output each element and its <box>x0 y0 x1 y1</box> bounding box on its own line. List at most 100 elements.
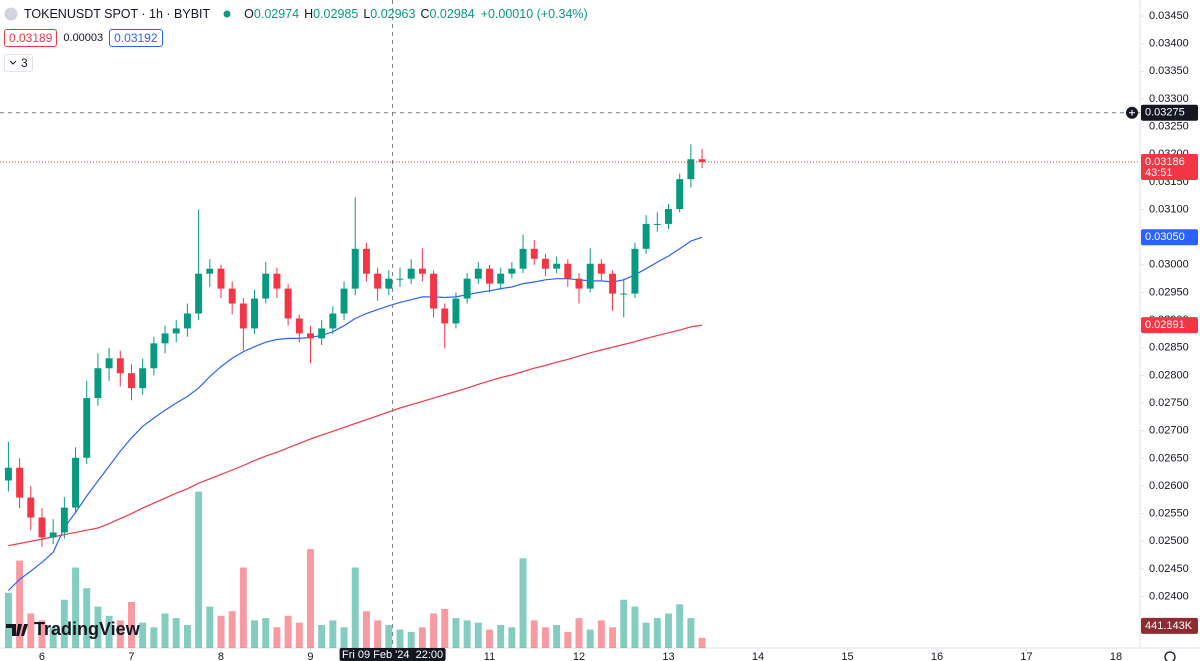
logo-mark <box>6 624 28 636</box>
candle-body <box>295 318 303 334</box>
candle-body <box>38 517 46 538</box>
settings-icon[interactable] <box>1164 651 1176 661</box>
crosshair-time-label: Fri 09 Feb '24 22:00 <box>342 649 443 661</box>
volume-bar <box>128 602 135 648</box>
y-tick-label: 0.03350 <box>1149 65 1189 77</box>
candle-body <box>128 373 135 389</box>
volume-bar <box>575 618 583 648</box>
volume-tag-label: 441.143K <box>1145 620 1193 632</box>
y-tick-label: 0.02450 <box>1149 563 1189 575</box>
candle-body <box>463 278 471 299</box>
candle-body <box>441 308 449 324</box>
logo: TradingView <box>6 619 141 639</box>
candle-body <box>564 263 572 279</box>
status-dot <box>223 10 231 18</box>
y-tick-label: 0.02400 <box>1149 590 1189 602</box>
watermark: TradingView <box>34 619 141 639</box>
candle-body <box>206 268 214 274</box>
volume-bar <box>139 622 147 648</box>
candle-body <box>452 298 460 324</box>
volume-bar <box>687 618 695 648</box>
y-tick-label: 0.02600 <box>1149 480 1189 492</box>
indicator-row: 3 <box>4 54 33 72</box>
volume-bar <box>653 618 661 648</box>
ohlc-item: L0.02963 <box>363 7 415 21</box>
y-tick-label: 0.02850 <box>1149 342 1189 354</box>
volume-bar <box>609 627 617 648</box>
candle-body <box>609 273 617 294</box>
volume-bar <box>418 627 426 648</box>
indicators-toggle[interactable]: 3 <box>4 54 33 72</box>
moving-average <box>8 324 703 547</box>
y-tick-label: 0.03250 <box>1149 121 1189 133</box>
ask[interactable]: 0.03192 <box>109 29 163 47</box>
candle-body <box>318 328 326 339</box>
volume-bar <box>642 622 650 648</box>
volume-bar <box>631 606 639 648</box>
candle-body <box>262 273 270 299</box>
price-tag-label: 0.03050 <box>1145 231 1185 243</box>
volume-bar <box>441 608 449 648</box>
volume-bar <box>195 491 203 648</box>
volume-bar <box>4 592 12 648</box>
crosshair-time-tag <box>339 648 446 661</box>
volume-bar <box>60 599 68 648</box>
volume-bar <box>351 567 359 648</box>
candle-body <box>575 278 583 289</box>
volume-bar <box>94 606 102 648</box>
chevron <box>9 60 17 65</box>
volume-bar <box>307 549 314 648</box>
volume-bar <box>239 567 247 648</box>
candle-body <box>340 288 348 314</box>
candle-body <box>94 368 102 399</box>
volume-bar <box>553 625 561 648</box>
volume-bar <box>620 599 628 648</box>
candle-body <box>642 223 650 249</box>
volume-bar <box>452 618 460 648</box>
last-price-tag <box>1141 154 1198 180</box>
candle-body <box>586 263 594 289</box>
last-price-label: 0.03186 <box>1145 156 1185 168</box>
bid[interactable]: 0.03189 <box>4 29 58 47</box>
y-tick-label: 0.02750 <box>1149 397 1189 409</box>
volume-bar <box>519 558 527 648</box>
x-tick-label: 13 <box>662 651 674 661</box>
candle-body <box>541 258 549 269</box>
crosshair-price-label: 0.03275 <box>1145 107 1185 119</box>
volume-bar <box>49 627 57 648</box>
gear[interactable] <box>1164 651 1176 661</box>
volume-bar <box>251 620 259 648</box>
candle-body <box>653 223 661 225</box>
volume-bar <box>72 567 80 648</box>
volume-bar <box>530 620 538 648</box>
ohlc-item: O0.02974 <box>244 7 299 21</box>
volume-bar <box>329 620 337 648</box>
volume-bar <box>116 620 124 648</box>
candle-body <box>139 368 147 389</box>
y-tick-label: 0.02500 <box>1149 535 1189 547</box>
candle-body <box>273 273 281 289</box>
volume-bar <box>161 613 169 648</box>
candle-body <box>195 273 203 314</box>
volume-bar <box>430 613 438 648</box>
volume-bar <box>374 620 382 648</box>
candle-body <box>60 507 68 533</box>
volume-bar <box>508 627 516 648</box>
x-tick-label: 9 <box>307 651 313 661</box>
y-tick-label: 0.02650 <box>1149 452 1189 464</box>
symbol-row: TOKENUSDT SPOT · 1h · BYBIT O0.02974 H0.0… <box>4 7 588 21</box>
volume-bar <box>217 615 225 648</box>
x-tick-label: 18 <box>1110 651 1122 661</box>
volume-tag <box>1141 617 1198 634</box>
volume-bar <box>541 627 549 648</box>
candle-body <box>172 328 180 334</box>
x-tick-label: 6 <box>39 651 45 661</box>
volume-bar <box>318 625 326 648</box>
crosshair-price-tag <box>1141 104 1198 121</box>
y-tick-label: 0.03400 <box>1149 38 1189 50</box>
candle-body <box>27 497 35 518</box>
volume-bar <box>262 618 270 648</box>
crosshair-add-button[interactable] <box>1126 106 1138 119</box>
